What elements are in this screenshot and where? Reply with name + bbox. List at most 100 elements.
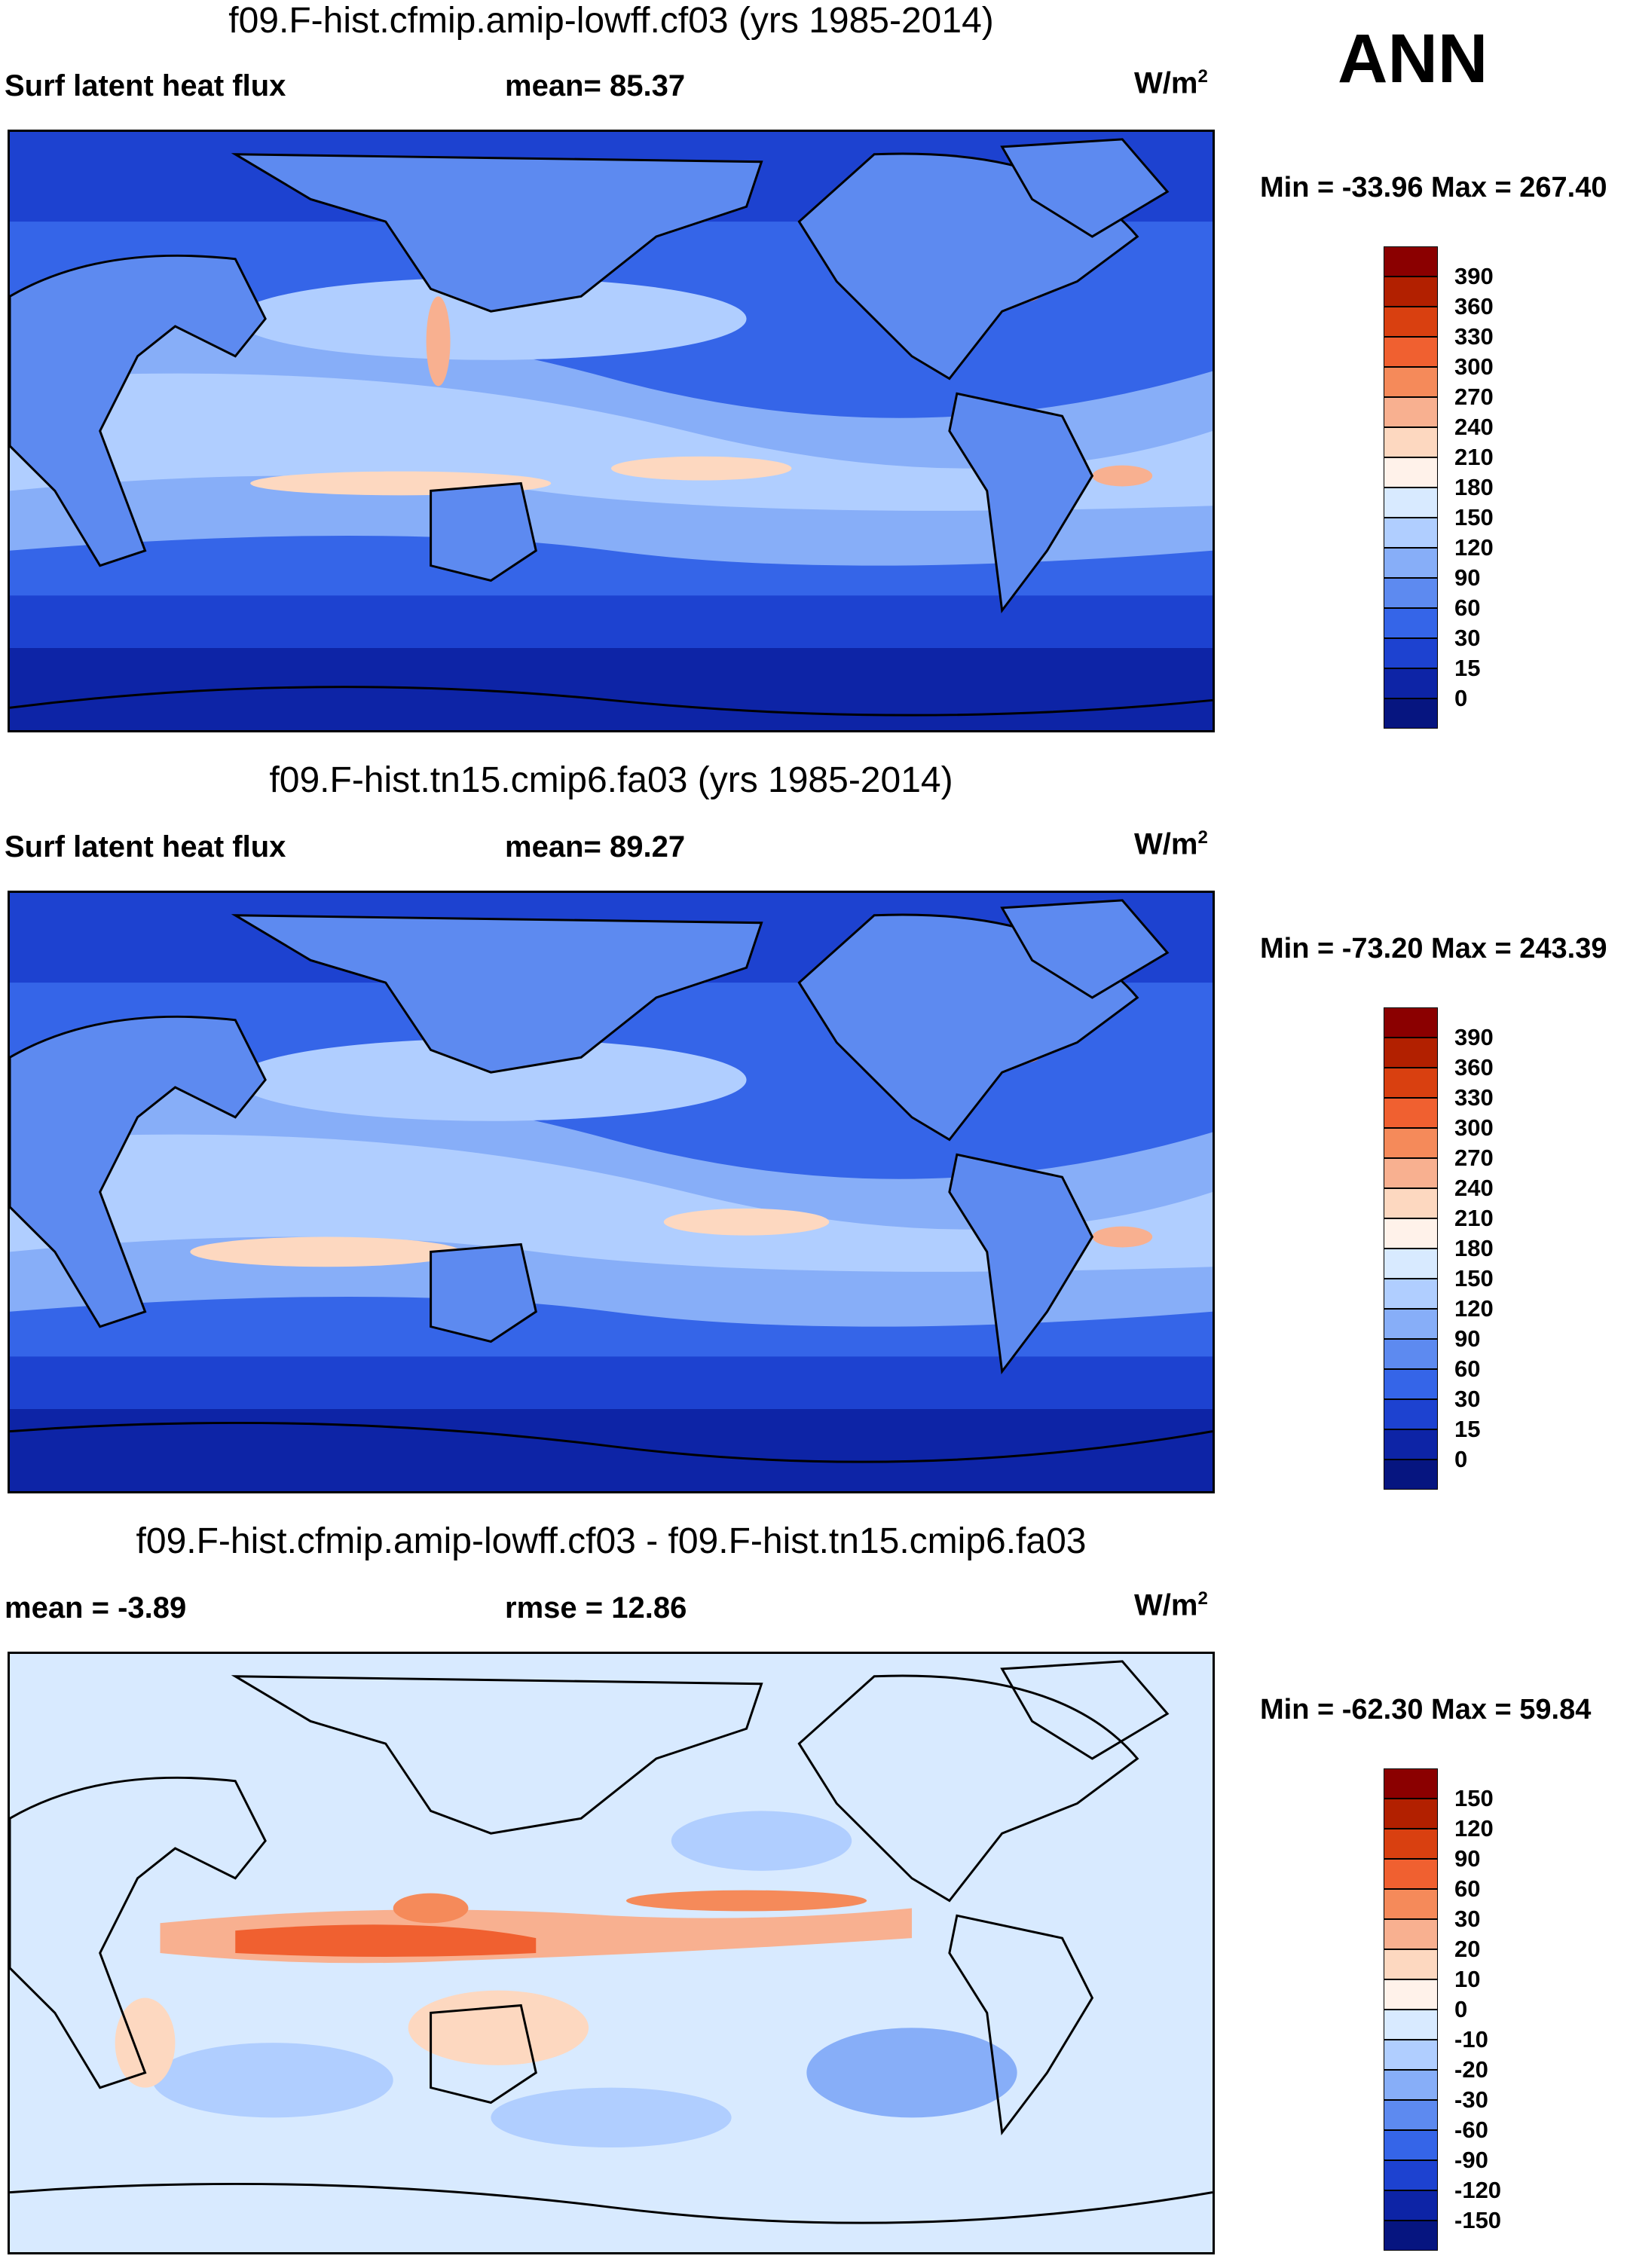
colorbar-swatch	[1384, 1068, 1438, 1098]
colorbar-tick-label: 60	[1454, 1875, 1481, 1902]
colorbar-tick-label: 20	[1454, 1936, 1481, 1962]
colorbar-swatch	[1384, 1768, 1438, 1799]
colorbar-tick-label: 60	[1454, 595, 1481, 621]
colorbar-swatch	[1384, 457, 1438, 488]
colorbar-swatch	[1384, 2221, 1438, 2251]
colorbar-swatch	[1384, 1128, 1438, 1158]
colorbar-tick-label: 30	[1454, 625, 1481, 651]
panel-1-title: f09.F-hist.cfmip.amip-lowff.cf03 (yrs 19…	[228, 1, 994, 41]
colorbar-tick-label: 120	[1454, 1815, 1494, 1842]
panel-1-colorbar	[1384, 246, 1438, 729]
colorbar-swatch	[1384, 1038, 1438, 1068]
colorbar-swatch	[1384, 668, 1438, 698]
colorbar-swatch	[1384, 2190, 1438, 2221]
colorbar-swatch	[1384, 1098, 1438, 1128]
panel-1-mean-label: mean= 85.37	[505, 69, 686, 102]
colorbar-tick-label: 390	[1454, 1024, 1494, 1050]
colorbar-swatch	[1384, 2040, 1438, 2070]
colorbar-tick-label: -10	[1454, 2026, 1488, 2053]
colorbar-tick-label: 150	[1454, 504, 1494, 530]
colorbar-swatch	[1384, 548, 1438, 578]
panel-2-units: W/m2	[1134, 827, 1208, 861]
colorbar-swatch	[1384, 246, 1438, 277]
colorbar-tick-label: 30	[1454, 1906, 1481, 1932]
panel-3-units: W/m2	[1134, 1588, 1208, 1622]
colorbar-swatch	[1384, 578, 1438, 608]
colorbar-swatch	[1384, 698, 1438, 729]
colorbar-tick-label: 240	[1454, 1175, 1494, 1201]
colorbar-tick-label: 0	[1454, 1996, 1468, 2022]
colorbar-tick-label: -150	[1454, 2207, 1502, 2233]
panel-3-colorbar	[1384, 1768, 1438, 2251]
colorbar-swatch	[1384, 2160, 1438, 2190]
colorbar-swatch	[1384, 2010, 1438, 2040]
colorbar-swatch	[1384, 608, 1438, 638]
colorbar-swatch	[1384, 518, 1438, 548]
colorbar-swatch	[1384, 1829, 1438, 1859]
colorbar-tick-label: 150	[1454, 1785, 1494, 1811]
colorbar-tick-label: 120	[1454, 1295, 1494, 1322]
panel-2-mean-label: mean= 89.27	[505, 830, 686, 863]
panel-3-min-max: Min = -62.30 Max = 59.84	[1260, 1694, 1592, 1725]
colorbar-swatch	[1384, 1188, 1438, 1218]
colorbar-tick-label: 120	[1454, 534, 1494, 561]
colorbar-swatch	[1384, 1460, 1438, 1490]
colorbar-tick-label: 180	[1454, 1235, 1494, 1261]
colorbar-tick-label: 210	[1454, 1205, 1494, 1231]
colorbar-tick-label: 15	[1454, 655, 1481, 681]
colorbar-tick-label: 15	[1454, 1416, 1481, 1442]
panel-2-title: f09.F-hist.tn15.cmip6.fa03 (yrs 1985-201…	[269, 760, 953, 800]
panel-3-mean-label: mean = -3.89	[5, 1591, 187, 1625]
colorbar-swatch	[1384, 638, 1438, 668]
colorbar-swatch	[1384, 367, 1438, 397]
colorbar-tick-label: 300	[1454, 353, 1494, 380]
colorbar-swatch	[1384, 2070, 1438, 2100]
colorbar-tick-label: -60	[1454, 2117, 1488, 2143]
colorbar-tick-label: -120	[1454, 2177, 1502, 2203]
colorbar-swatch	[1384, 2100, 1438, 2130]
colorbar-tick-label: 240	[1454, 414, 1494, 440]
colorbar-tick-label: 180	[1454, 474, 1494, 500]
colorbar-swatch	[1384, 1979, 1438, 2010]
colorbar-swatch	[1384, 397, 1438, 427]
colorbar-tick-label: 360	[1454, 1054, 1494, 1081]
colorbar-tick-label: 10	[1454, 1966, 1481, 1992]
colorbar-tick-label: 0	[1454, 1446, 1468, 1472]
panel-3-rmse-label: rmse = 12.86	[505, 1591, 687, 1625]
colorbar-tick-label: 210	[1454, 444, 1494, 470]
colorbar-tick-label: 0	[1454, 685, 1468, 711]
colorbar-swatch	[1384, 1339, 1438, 1369]
colorbar-swatch	[1384, 337, 1438, 367]
colorbar-swatch	[1384, 1369, 1438, 1399]
colorbar-tick-label: 270	[1454, 1145, 1494, 1171]
colorbar-swatch	[1384, 307, 1438, 337]
colorbar-swatch	[1384, 1799, 1438, 1829]
panel-1-min-max: Min = -33.96 Max = 267.40	[1260, 172, 1607, 203]
colorbar-tick-label: 300	[1454, 1114, 1494, 1141]
panel-1-variable-label: Surf latent heat flux	[5, 69, 286, 102]
colorbar-tick-label: 270	[1454, 384, 1494, 410]
colorbar-swatch	[1384, 1309, 1438, 1339]
colorbar-swatch	[1384, 1889, 1438, 1919]
colorbar-swatch	[1384, 1429, 1438, 1460]
colorbar-swatch	[1384, 1007, 1438, 1038]
colorbar-tick-label: 360	[1454, 293, 1494, 319]
panel-2-min-max: Min = -73.20 Max = 243.39	[1260, 933, 1607, 964]
colorbar-swatch	[1384, 1399, 1438, 1429]
colorbar-swatch	[1384, 1218, 1438, 1249]
colorbar-tick-label: -30	[1454, 2086, 1488, 2113]
colorbar-tick-label: 30	[1454, 1386, 1481, 1412]
colorbar-swatch	[1384, 1158, 1438, 1188]
colorbar-swatch	[1384, 1919, 1438, 1949]
colorbar-tick-label: 60	[1454, 1356, 1481, 1382]
colorbar-swatch	[1384, 1859, 1438, 1889]
colorbar-tick-label: -20	[1454, 2056, 1488, 2083]
colorbar-swatch	[1384, 1949, 1438, 1979]
season-label: ANN	[1338, 20, 1488, 97]
panel-2-map	[8, 891, 1215, 1493]
colorbar-tick-label: 90	[1454, 564, 1481, 591]
colorbar-tick-label: 90	[1454, 1325, 1481, 1352]
colorbar-tick-label: -90	[1454, 2147, 1488, 2173]
colorbar-tick-label: 90	[1454, 1845, 1481, 1872]
panel-3-map	[8, 1652, 1215, 2254]
